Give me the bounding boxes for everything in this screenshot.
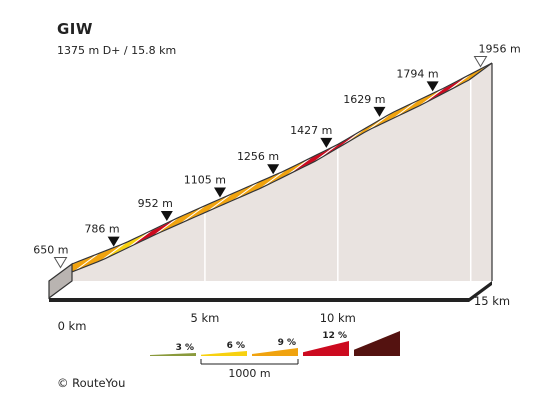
start-end-face (48, 262, 73, 300)
legend-swatch (354, 331, 400, 356)
x-tick-label: 0 km (58, 319, 87, 333)
waypoint-triangle-icon (373, 106, 386, 117)
elevation-markers: 650 m 786 m 952 m 1105 m 1256 m 1427 m 1629 m 1… (33, 43, 521, 269)
elevation-label: 1794 m (396, 67, 438, 80)
chart-title: GIW (57, 20, 93, 38)
waypoint-triangle-icon (320, 137, 333, 148)
x-tick: 10 km (320, 311, 356, 325)
elevation-marker: 650 m (33, 244, 69, 269)
elevation-marker: 1629 m (343, 93, 386, 117)
chart-subtitle: 1375 m D+ / 15.8 km (57, 44, 177, 57)
waypoint-triangle-icon (267, 164, 280, 175)
endpoint-triangle-icon (53, 257, 68, 269)
legend-item (354, 331, 400, 356)
x-tick-label: 5 km (190, 311, 219, 325)
x-tick: 0 km (58, 319, 87, 333)
elevation-marker: 1105 m (184, 173, 226, 198)
copyright-notice: © RouteYou (57, 376, 126, 390)
elevation-label: 952 m (138, 197, 173, 210)
elevation-label: 1105 m (184, 173, 226, 186)
elevation-label: 1427 m (290, 124, 332, 137)
top-back-edge (71, 62, 493, 265)
ground-base (49, 281, 492, 302)
distance-axis: 0 km 5 km 10 km 15 km (58, 294, 511, 333)
elevation-label: 1629 m (343, 93, 385, 106)
elevation-marker: 952 m (138, 197, 173, 222)
x-tick: 15 km (474, 294, 510, 308)
legend-label: 6 % (227, 341, 245, 351)
top-end-edge (468, 62, 493, 81)
elevation-label: 1956 m (479, 43, 521, 56)
elevation-marker: 1956 m (473, 43, 521, 68)
waypoint-triangle-icon (426, 81, 439, 92)
elevation-marker: 1256 m (237, 150, 280, 175)
endpoint-triangle-icon (473, 56, 488, 68)
elevation-label: 650 m (33, 244, 68, 257)
legend-item: 12 % (303, 331, 349, 356)
legend-item: 3 % (150, 343, 196, 356)
elevation-label: 786 m (84, 223, 119, 236)
waypoint-triangle-icon (213, 187, 226, 198)
profile-front-face (48, 262, 73, 300)
legend-swatch (252, 348, 298, 356)
x-tick-label: 15 km (474, 294, 510, 308)
elevation-label: 1256 m (237, 150, 279, 163)
legend-swatch (303, 341, 349, 356)
legend-swatch (201, 351, 247, 356)
waypoint-triangle-icon (107, 236, 120, 247)
legend-label: 3 % (176, 343, 194, 353)
x-tick-label: 10 km (320, 311, 356, 325)
legend-swatch (150, 353, 196, 356)
legend-label: 12 % (322, 331, 347, 341)
legend-scale-label: 1000 m (228, 367, 270, 380)
legend-item: 6 % (201, 341, 247, 356)
legend-label: 9 % (278, 338, 296, 348)
grade-legend: 3 % 6 % 9 % 12 % 1000 m (150, 331, 400, 380)
elevation-marker: 1427 m (290, 124, 333, 148)
legend-item: 9 % (252, 338, 298, 356)
elevation-marker: 786 m (84, 223, 120, 247)
waypoint-triangle-icon (160, 211, 173, 222)
top-front-edge (48, 79, 470, 282)
x-tick: 5 km (190, 311, 219, 325)
elevation-marker: 1794 m (396, 67, 439, 92)
